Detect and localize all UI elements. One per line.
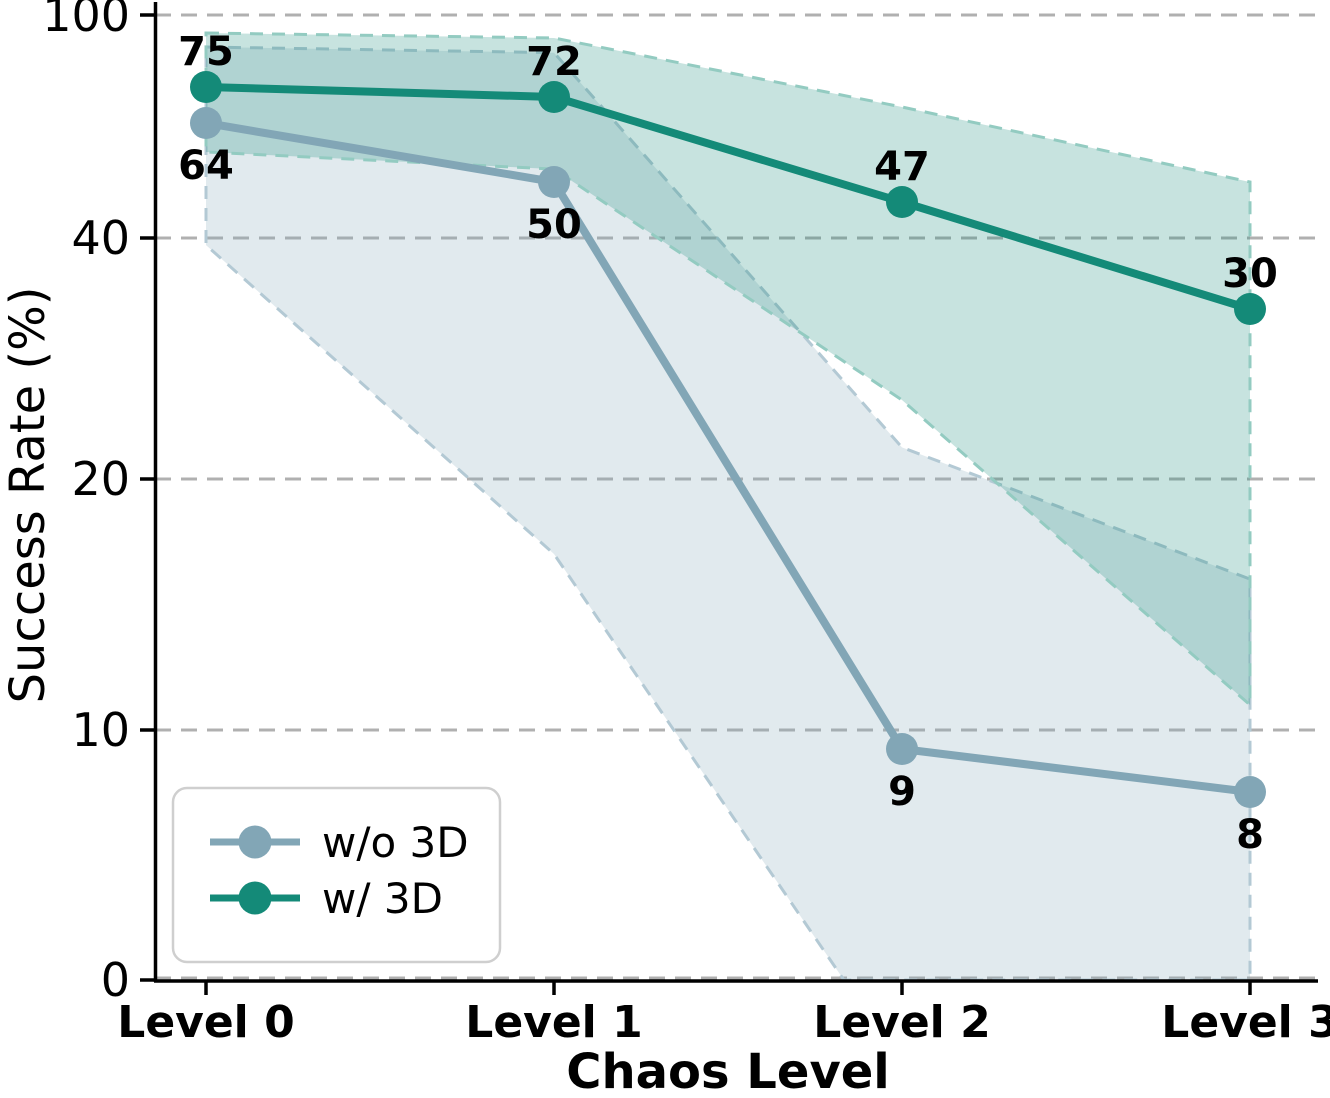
value-label-w-3d-0: 75 [178, 29, 234, 75]
confidence-bands [204, 31, 1252, 982]
legend-marker-w-3d [238, 881, 272, 915]
y-tick-label-0: 0 [101, 953, 130, 1007]
point-w-o-3d-0 [190, 107, 222, 139]
value-label-w-3d-3: 30 [1222, 251, 1278, 297]
y-tick-label-40: 40 [71, 211, 130, 265]
x-ticks: Level 0 Level 1 Level 2 Level 3 [117, 981, 1330, 1048]
point-w-3d-1 [538, 81, 570, 113]
x-tick-label-2: Level 2 [813, 997, 990, 1048]
value-label-w-o-3d-2: 9 [888, 769, 916, 815]
band-w-3d [204, 31, 1252, 709]
line-w-3d [202, 83, 1254, 313]
point-w-3d-0 [190, 71, 222, 103]
line-w-o-3d [202, 119, 1254, 796]
x-tick-label-3: Level 3 [1161, 997, 1330, 1048]
y-axis-title: Success Rate (%) [0, 287, 56, 704]
value-label-w-o-3d-0: 64 [178, 143, 234, 189]
value-label-w-3d-2: 47 [874, 144, 930, 190]
point-w-o-3d-2 [886, 733, 918, 765]
legend-marker-w-o-3d [238, 825, 272, 859]
y-ticks: 0 10 20 40 100 [42, 0, 156, 1007]
legend-label-w-o-3d: w/o 3D [322, 818, 469, 867]
legend: w/o 3D w/ 3D [171, 786, 502, 964]
value-label-w-3d-1: 72 [526, 39, 582, 85]
x-tick-label-1: Level 1 [465, 997, 642, 1048]
y-tick-label-100: 100 [42, 0, 130, 42]
legend-entries: w/o 3D w/ 3D [210, 818, 469, 923]
point-w-3d-2 [886, 186, 918, 218]
legend-label-w-3d: w/ 3D [322, 874, 443, 923]
band-w-o-3d [204, 45, 1252, 982]
value-label-w-o-3d-3: 8 [1236, 812, 1264, 858]
value-label-w-o-3d-1: 50 [526, 202, 582, 248]
value-labels: 64 50 9 8 75 72 47 30 [178, 29, 1278, 858]
y-tick-label-20: 20 [71, 452, 130, 506]
point-w-o-3d-3 [1234, 776, 1266, 808]
x-axis-title: Chaos Level [566, 1044, 889, 1098]
series-lines [190, 71, 1266, 808]
point-w-o-3d-1 [538, 166, 570, 198]
point-w-3d-3 [1234, 293, 1266, 325]
y-tick-label-10: 10 [71, 703, 130, 757]
x-tick-label-0: Level 0 [117, 997, 294, 1048]
